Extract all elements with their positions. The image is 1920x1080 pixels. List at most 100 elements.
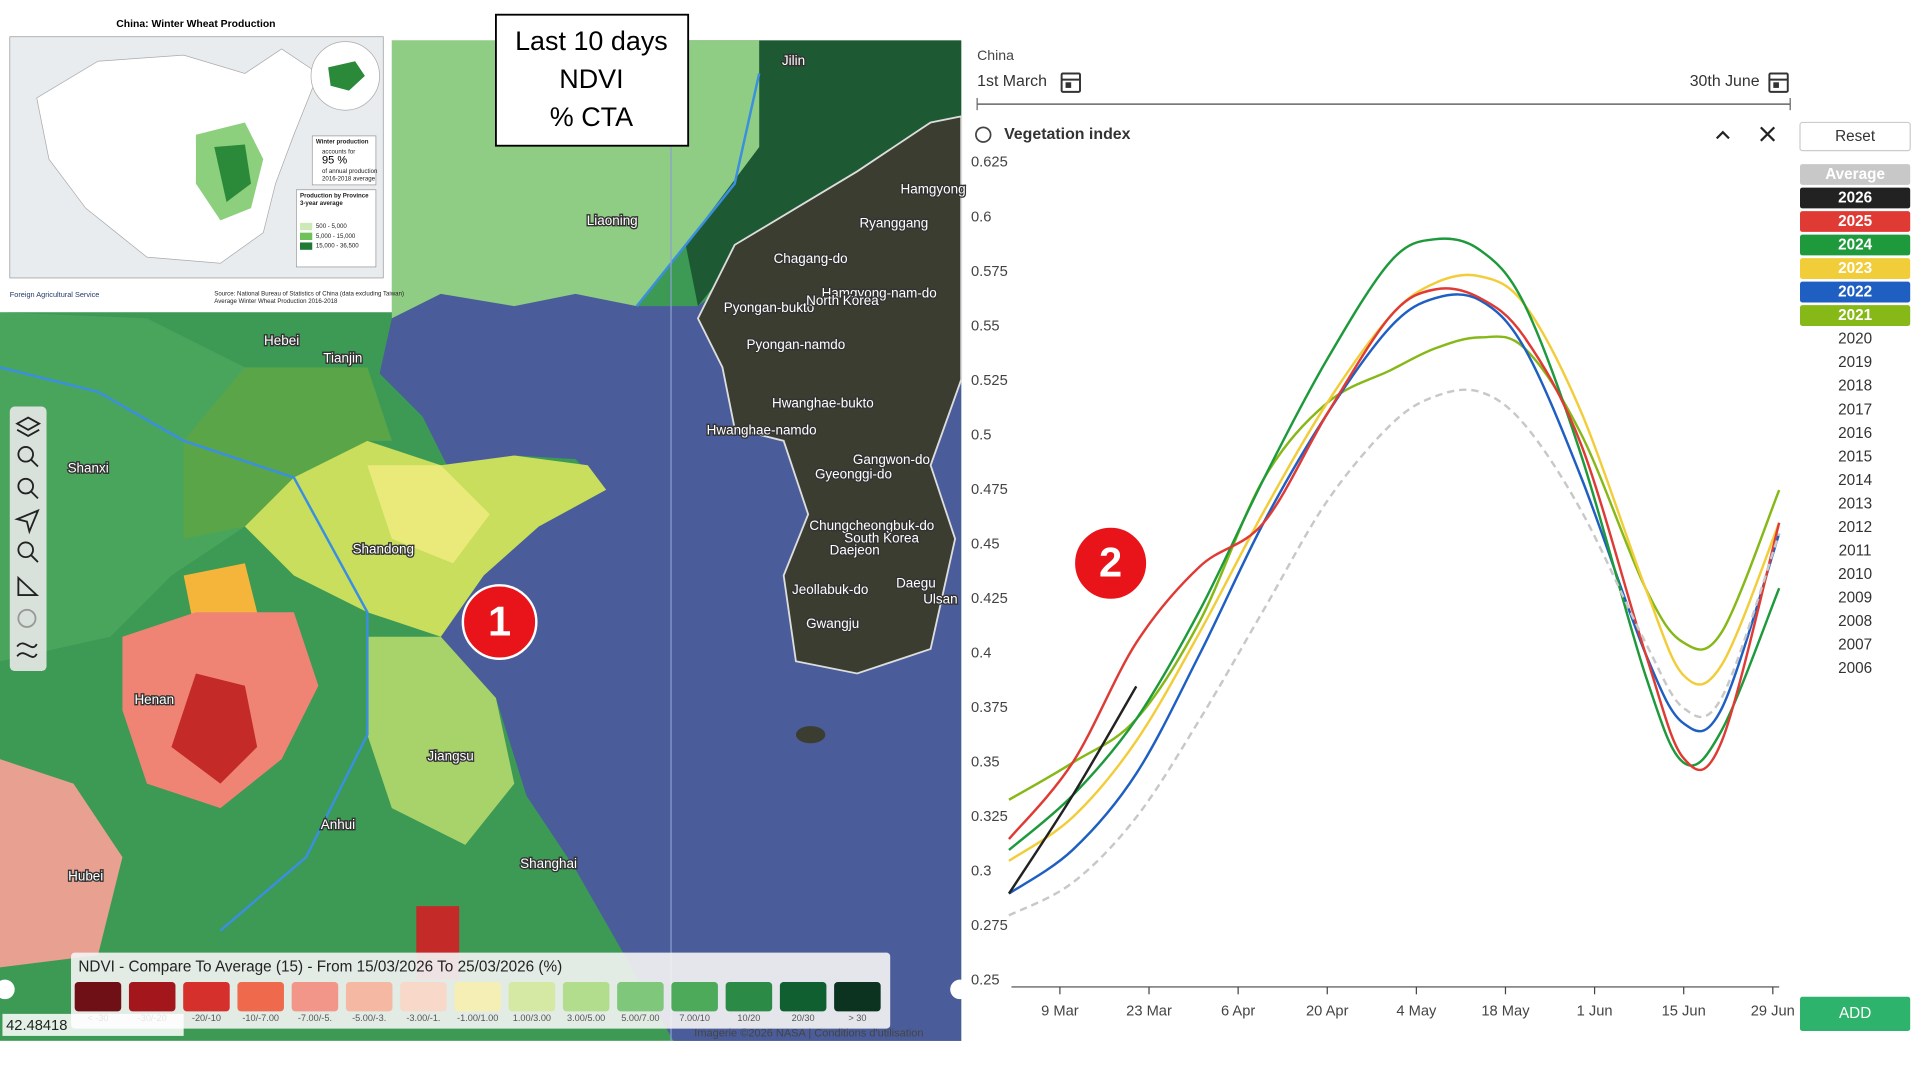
y-tick-label: 0.25 <box>971 973 1000 989</box>
province-border <box>0 366 369 932</box>
series-line <box>1008 335 1781 801</box>
place-label: South Korea <box>844 530 919 545</box>
close-button[interactable] <box>1760 126 1776 142</box>
add-button[interactable] <box>1800 996 1911 1032</box>
inset-swatch <box>300 222 313 231</box>
legend-label[interactable]: 2017 <box>1838 401 1872 418</box>
yellow-patch <box>367 465 490 564</box>
place-label: Chungcheongbuk-do <box>809 518 934 533</box>
legend-swatch <box>183 982 230 1012</box>
legend-label[interactable]: 2015 <box>1838 448 1872 465</box>
legend-item[interactable] <box>1800 258 1911 279</box>
calendar-start[interactable] <box>1060 72 1081 93</box>
place-label: Hamgyong <box>901 181 966 196</box>
place-label: Pyongan-bukto <box>724 300 815 315</box>
overlay-text: % CTA <box>550 102 633 132</box>
legend-swatch <box>454 982 501 1012</box>
x-tick-label: 29 Jun <box>1751 1003 1795 1019</box>
land-patch <box>183 367 392 539</box>
locate-button[interactable] <box>14 508 40 535</box>
pan-left[interactable] <box>0 979 15 1000</box>
inset-text: 3-year average <box>300 200 343 207</box>
place-label: Shanghai <box>520 856 577 871</box>
draw-button[interactable] <box>16 642 38 658</box>
legend-label: 2024 <box>1838 237 1873 254</box>
place-label: Pyongan-namdo <box>747 337 846 352</box>
legend-swatch <box>74 982 122 1012</box>
place-label: Gwangju <box>806 616 859 631</box>
legend-class-label: 5.00/7.00 <box>621 1013 659 1023</box>
search-button[interactable] <box>17 541 34 559</box>
place-labels: Jilin Liaoning Hebei Tianjin Shanxi Shandong H… <box>66 51 967 884</box>
attribution: Imagerie ©2026 NASA | Conditions d'utili… <box>694 1027 923 1039</box>
place-label: Henan <box>134 692 174 707</box>
start-date: 1st March <box>977 73 1047 90</box>
legend-label[interactable]: 2014 <box>1838 472 1873 489</box>
legend-class-label: 10/20 <box>737 1013 760 1023</box>
y-tick-label: 0.425 <box>971 591 1008 607</box>
reset-button[interactable] <box>1799 121 1911 152</box>
place-label: Hebei <box>264 333 299 348</box>
legend-label[interactable]: 2020 <box>1838 331 1872 348</box>
place-label: Jiangsu <box>427 748 473 763</box>
panel-title: Vegetation index <box>1004 126 1131 143</box>
place-label: Anhui <box>321 817 355 832</box>
legend-label[interactable]: 2019 <box>1838 354 1872 371</box>
x-tick-label: 18 May <box>1481 1003 1530 1019</box>
collapse-button[interactable] <box>1715 130 1730 140</box>
x-tick-label: 20 Apr <box>1306 1003 1349 1019</box>
map[interactable]: Jilin Liaoning Hebei Tianjin Shanxi Shandong H… <box>0 40 970 1041</box>
island <box>795 726 826 744</box>
y-tick-label: 0.625 <box>971 155 1008 171</box>
legend-label[interactable]: 2006 <box>1838 660 1872 677</box>
legend-swatch <box>128 982 176 1012</box>
legend-class-label: -10/-7.00 <box>242 1013 279 1023</box>
legend-label[interactable]: 2009 <box>1838 589 1872 606</box>
place-label: Hwanghae-bukto <box>772 396 874 411</box>
inset-swatch <box>300 232 313 240</box>
add-label: ADD <box>1839 1005 1871 1022</box>
inset-globe-china <box>328 61 365 91</box>
legend-item[interactable] <box>1800 234 1911 256</box>
legend-label: Average <box>1825 166 1885 183</box>
legend-label[interactable]: 2018 <box>1838 378 1872 395</box>
pan-right[interactable] <box>950 979 970 1000</box>
legend-label[interactable]: 2007 <box>1838 636 1872 653</box>
overlay-box <box>495 13 690 147</box>
map-toolbar <box>9 406 47 672</box>
layers-button[interactable] <box>15 416 42 437</box>
inset-swatch <box>300 242 313 250</box>
legend-item[interactable] <box>1800 211 1911 232</box>
inset-text: Production by Province <box>300 193 369 200</box>
end-date: 30th June <box>1690 73 1760 90</box>
x-tick-label: 23 Mar <box>1126 1003 1172 1019</box>
legend-item[interactable] <box>1800 281 1911 303</box>
legend-label[interactable]: 2012 <box>1838 519 1872 536</box>
inset-title: China: Winter Wheat Production <box>116 19 275 30</box>
legend-label[interactable]: 2016 <box>1838 425 1872 442</box>
y-tick-label: 0.6 <box>971 209 991 225</box>
calendar-end[interactable] <box>1768 72 1789 93</box>
legend-label[interactable]: 2011 <box>1839 542 1872 559</box>
legend-class-label: -1.00/1.00 <box>457 1013 498 1023</box>
measure-button[interactable] <box>17 575 40 597</box>
legend-title: NDVI - Compare To Average (15) - From 15… <box>78 958 562 975</box>
legend-class-label: > 30 <box>848 1013 866 1023</box>
x-tick-label: 9 Mar <box>1041 1003 1079 1019</box>
legend-item[interactable] <box>1800 187 1911 209</box>
legend-item[interactable] <box>1800 164 1911 185</box>
target-button[interactable] <box>17 608 37 628</box>
legend-label[interactable]: 2010 <box>1838 566 1872 583</box>
zoom-in-button[interactable] <box>17 446 34 463</box>
zoom-out-button[interactable] <box>17 477 34 495</box>
legend-item[interactable] <box>1800 305 1911 326</box>
reset-label: Reset <box>1835 128 1876 145</box>
y-tick-label: 0.525 <box>971 373 1008 389</box>
inset-text: 15,000 - 36,500 <box>316 243 359 250</box>
y-tick-label: 0.45 <box>971 536 1000 552</box>
legend-label[interactable]: 2008 <box>1838 613 1872 630</box>
y-tick-label: 0.55 <box>971 318 1000 334</box>
place-label: Hamgyong-nam-do <box>822 285 937 300</box>
jiangsu-area <box>367 636 515 845</box>
legend-label[interactable]: 2013 <box>1838 495 1872 512</box>
